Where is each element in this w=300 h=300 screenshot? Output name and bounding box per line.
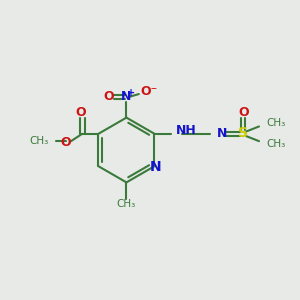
Text: S: S <box>238 126 248 140</box>
Text: N: N <box>121 91 132 103</box>
Text: O⁻: O⁻ <box>140 85 157 98</box>
Text: CH₃: CH₃ <box>117 200 136 209</box>
Text: O: O <box>75 106 86 119</box>
Text: O: O <box>239 106 249 119</box>
Text: CH₃: CH₃ <box>29 136 48 146</box>
Text: O: O <box>103 90 114 103</box>
Text: CH₃: CH₃ <box>266 118 286 128</box>
Text: CH₃: CH₃ <box>266 139 286 149</box>
Text: N: N <box>149 160 161 174</box>
Text: NH: NH <box>176 124 197 137</box>
Text: O: O <box>60 136 71 149</box>
Text: +: + <box>127 88 135 98</box>
Text: N: N <box>217 127 227 140</box>
